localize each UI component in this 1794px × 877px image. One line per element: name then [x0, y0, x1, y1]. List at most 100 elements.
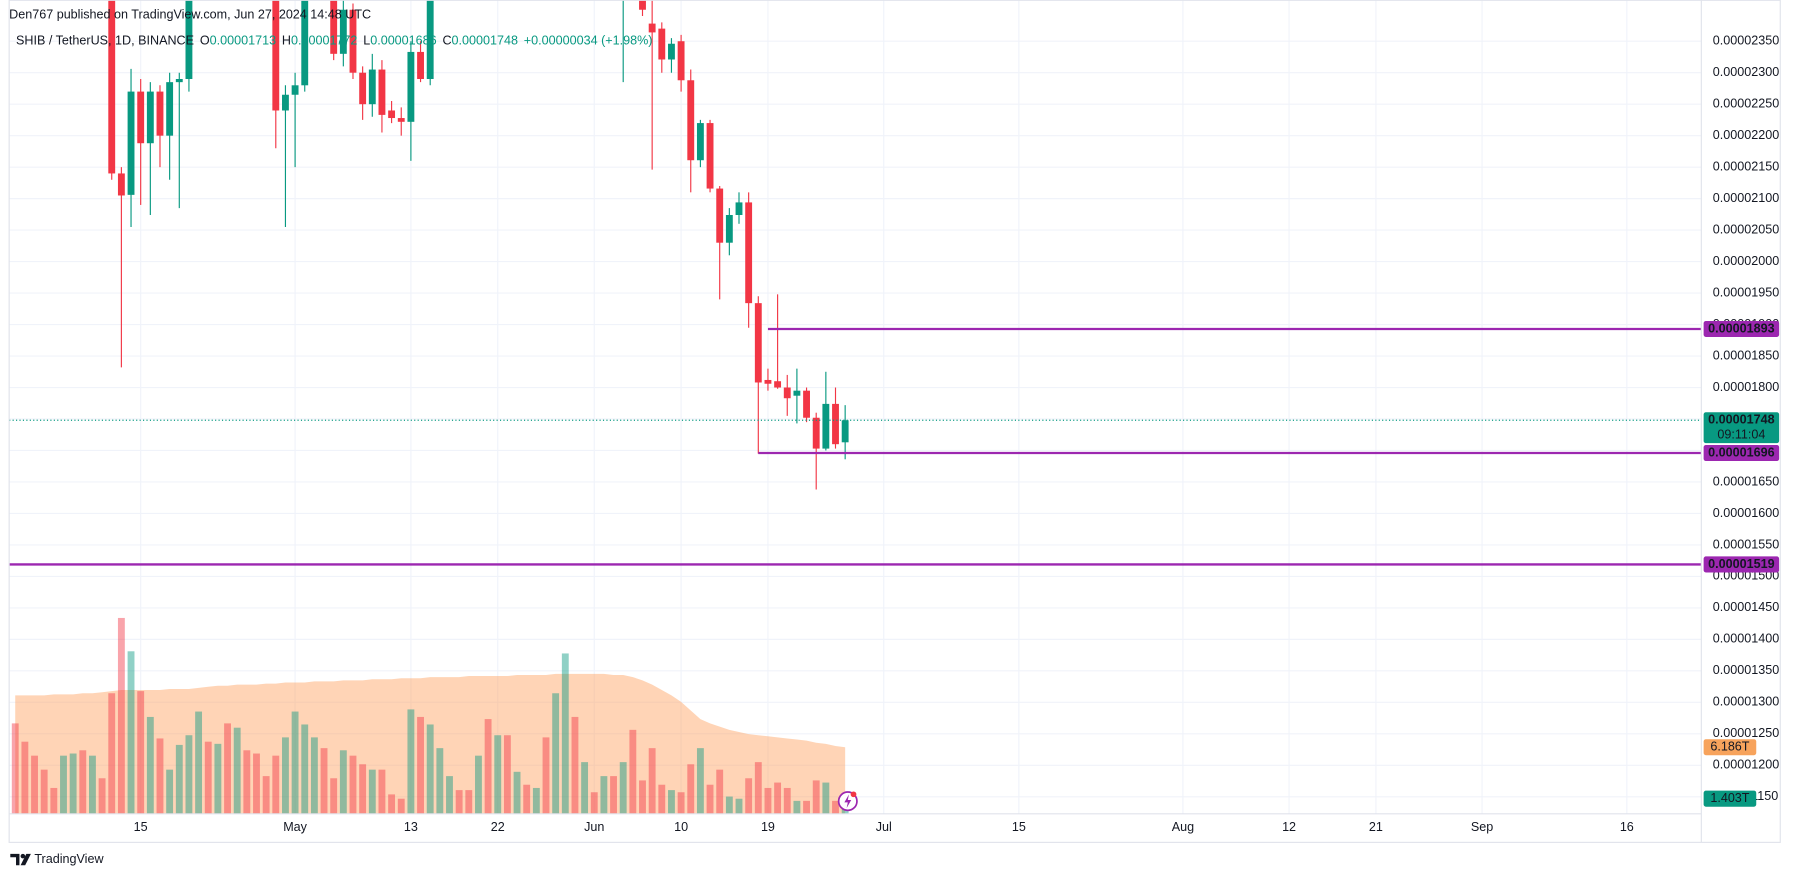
candle-body [417, 51, 424, 80]
volume-bar [629, 729, 637, 814]
candle-body [282, 94, 289, 111]
x-tick-label: 22 [491, 820, 505, 834]
candle-body [175, 79, 183, 83]
volume-bar [436, 748, 444, 814]
volume-bar [89, 755, 96, 814]
candle-body [301, 0, 309, 86]
volume-bar [494, 735, 502, 814]
volume-ma-label: 6.186T [1710, 740, 1749, 754]
candle-body [774, 381, 782, 388]
volume-bar [330, 778, 338, 814]
volume-bar [696, 748, 704, 814]
candle-body [166, 82, 174, 136]
volume-bar [735, 798, 743, 814]
level-label: 0.00001696 [1708, 445, 1774, 459]
y-tick-label: 0.00002350 [1713, 34, 1779, 48]
volume-bar [31, 755, 38, 814]
volume-bar [754, 762, 762, 814]
volume-bar [832, 800, 839, 814]
symbol: SHIB / TetherUS, 1D, BINANCE [16, 34, 194, 48]
x-tick-label: 15 [134, 820, 148, 834]
x-tick-label: 16 [1620, 820, 1634, 834]
x-tick-label: Jun [584, 820, 604, 834]
level-badge [1703, 320, 1780, 337]
y-tick-label: 0.00001800 [1713, 380, 1779, 394]
candle-body [639, 0, 646, 10]
y-tick-label: 0.00002200 [1713, 128, 1779, 142]
volume-bar [175, 744, 183, 814]
candle-body [783, 387, 791, 399]
candle-body [677, 41, 685, 81]
volume-bar [561, 653, 569, 814]
y-tick-label: 0.00001650 [1713, 474, 1779, 488]
frame [8, 0, 1781, 843]
legend-key: O [200, 34, 210, 48]
volume-bar [204, 741, 212, 814]
candle-body [359, 72, 367, 105]
volume-bar [619, 762, 627, 814]
y-tick-label: 0.00001350 [1713, 663, 1779, 677]
footer-brand: TradingView [34, 852, 104, 866]
footer-logo [10, 853, 31, 866]
candle-body [368, 69, 376, 105]
candle-body [696, 123, 704, 161]
candle-body [706, 123, 714, 189]
candle-body [407, 51, 415, 122]
x-tick-label: 19 [761, 820, 775, 834]
volume-bar [513, 771, 521, 814]
candle-body [339, 9, 347, 54]
volume-bar [214, 743, 222, 814]
y-tick-label: 0.00002300 [1713, 65, 1779, 79]
y-tick-label: 0.00002000 [1713, 254, 1779, 268]
candle-body [108, 0, 116, 174]
volume-bar [774, 782, 782, 814]
volume-bar [581, 762, 589, 814]
volume-bar [484, 719, 492, 814]
legend-value: 0.00001772 [291, 34, 357, 48]
legend-value: 0.00001713 [210, 34, 276, 48]
volume-bar [108, 693, 116, 814]
x-tick-label: 21 [1369, 820, 1383, 834]
volume-bar [40, 769, 48, 814]
volume-bar [600, 776, 608, 814]
candle-body [687, 80, 695, 161]
y-tick-label: 0.00001600 [1713, 506, 1779, 520]
candle-body [754, 303, 762, 383]
volume-bar [677, 792, 685, 814]
candle-body [185, 0, 193, 80]
legend: SHIB / TetherUS, 1D, BINANCE O0.00001713… [16, 34, 652, 48]
candle-body [378, 69, 386, 115]
volume-bar [224, 723, 231, 814]
candle-body [822, 403, 830, 449]
level-badge [1703, 444, 1780, 462]
replay-icon[interactable] [837, 791, 858, 812]
x-tick-label: Sep [1471, 820, 1493, 834]
candle-body [793, 390, 801, 396]
volume-bar [378, 769, 386, 814]
volume-bar [764, 787, 772, 814]
y-tick-label: 0.00001450 [1713, 600, 1779, 614]
volume-bar [69, 753, 77, 814]
volume-bar [455, 790, 463, 814]
volume-bar [542, 737, 550, 814]
volume-bar [233, 727, 241, 814]
volume-bar [291, 711, 299, 814]
volume-bar [11, 723, 19, 814]
volume-bar [725, 796, 733, 814]
legend-key: L [363, 34, 370, 48]
y-tick-label: 0.00001400 [1713, 632, 1779, 646]
last-price-badge [1703, 412, 1780, 444]
x-tick-label: 12 [1282, 820, 1296, 834]
volume-bar [503, 735, 511, 814]
volume-bar [532, 787, 540, 814]
y-tick-label: 0.00001950 [1713, 285, 1779, 299]
price-pane [108, 0, 849, 490]
volume-ma-area [15, 673, 846, 814]
volume-bar [339, 750, 347, 814]
volume-bar [156, 738, 164, 814]
legend-change: +0.00000034 (+1.98%) [524, 34, 653, 48]
volume-bar [590, 792, 598, 814]
volume-bar [648, 748, 656, 814]
y-tick-label: 0.00001850 [1713, 348, 1779, 362]
